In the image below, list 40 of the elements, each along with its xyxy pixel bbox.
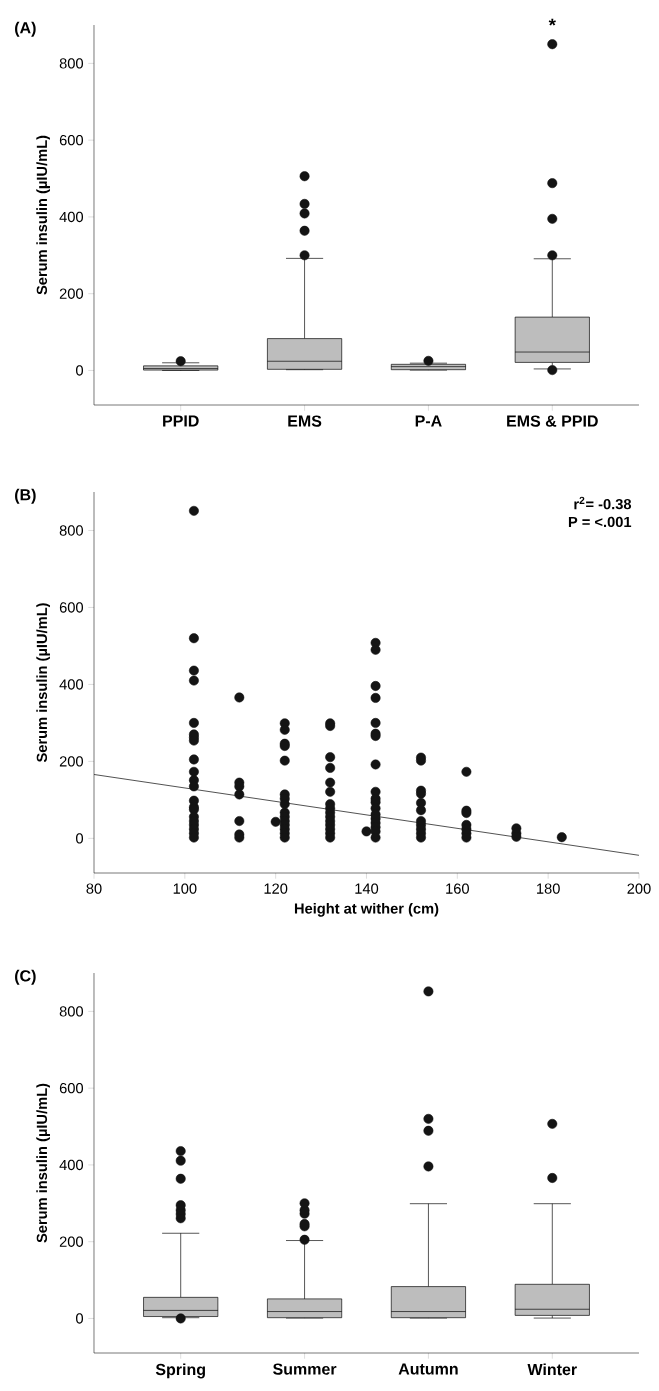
x-tick-label: EMS & PPID	[507, 415, 598, 427]
x-tick-label: 140	[355, 883, 379, 894]
x-axis-title: Height at wither (cm)	[294, 902, 439, 917]
y-tick-label: 0	[76, 1313, 84, 1324]
x-tick-label: 200	[627, 883, 651, 894]
chart-title: (C)	[15, 969, 36, 985]
annotation: r$^{2}$= -0.38	[574, 496, 632, 510]
y-axis-title: Serum insulin (µIU/mL)	[36, 135, 50, 295]
x-tick-label: 160	[446, 883, 469, 894]
y-tick-label: 400	[59, 679, 84, 690]
x-tick-label: 120	[264, 883, 288, 894]
y-tick-label: 800	[59, 58, 84, 69]
y-tick-label: 200	[59, 756, 84, 767]
x-tick-label: Autumn	[398, 1363, 458, 1375]
x-tick-label: Summer	[273, 1363, 337, 1375]
y-tick-label: 0	[76, 365, 84, 376]
y-tick-label: 200	[59, 1236, 84, 1247]
x-tick-label: EMS	[288, 415, 322, 427]
chart-title: (A)	[15, 21, 36, 37]
x-tick-label: Winter	[527, 1363, 577, 1376]
annotation: *	[548, 18, 556, 26]
x-tick-label: 80	[86, 883, 102, 894]
x-tick-label: P-A	[415, 415, 442, 427]
x-tick-label: 100	[173, 883, 197, 894]
y-tick-label: 200	[59, 288, 84, 299]
y-tick-label: 600	[59, 1082, 84, 1094]
y-axis-title: Serum insulin (µIU/mL)	[36, 603, 50, 763]
y-tick-label: 800	[59, 1006, 84, 1017]
x-tick-label: 180	[537, 883, 560, 894]
chart-title: (B)	[15, 488, 36, 504]
y-tick-label: 400	[59, 211, 84, 223]
x-tick-label: PPID	[163, 415, 199, 427]
annotation: P = <.001	[568, 516, 632, 528]
y-tick-label: 400	[59, 1159, 84, 1171]
x-tick-label: Spring	[155, 1363, 205, 1379]
y-tick-label: 600	[59, 134, 84, 146]
y-tick-label: 600	[59, 602, 84, 613]
y-tick-label: 0	[76, 833, 84, 844]
y-tick-label: 800	[59, 525, 84, 536]
y-axis-title: Serum insulin (µIU/mL)	[36, 1083, 50, 1243]
